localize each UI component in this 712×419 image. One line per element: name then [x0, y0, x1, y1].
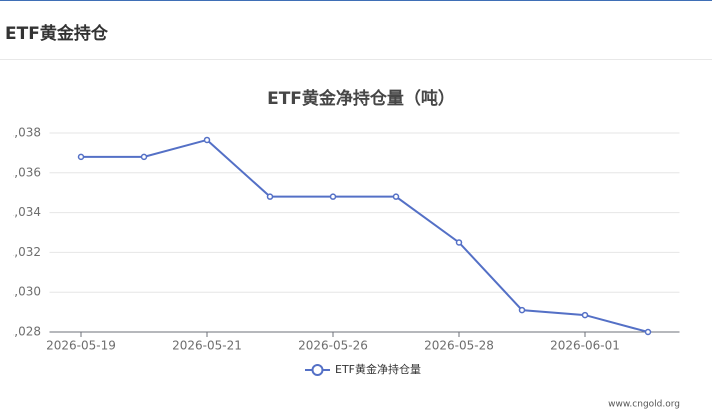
separator: [0, 59, 712, 60]
chart-title: ETF黄金净持仓量（吨）: [267, 88, 455, 109]
legend-marker: [311, 364, 324, 376]
plot-area: ETF黄金净持仓量（吨） 1,028 1,030 1,032 1,034 1,036 1,…: [7, 88, 680, 410]
y-tick-label: 1,030: [7, 285, 41, 299]
point: [203, 136, 211, 144]
point: [266, 193, 274, 200]
y-tick-label: 1,036: [7, 165, 41, 179]
x-tick-label: 2026-05-19: [46, 339, 116, 353]
point: [455, 239, 463, 246]
y-tick-label: 1,032: [7, 245, 41, 259]
page-title: ETF黄金持仓: [5, 24, 108, 44]
y-tick-label: 1,038: [7, 126, 41, 140]
x-tick-label: 2026-05-21: [172, 339, 242, 353]
source-label: www.cngold.org: [608, 400, 680, 410]
point: [392, 193, 400, 200]
x-tick-label: 2026-05-28: [424, 339, 494, 353]
point: [140, 153, 148, 161]
point: [329, 193, 337, 200]
point: [518, 306, 526, 314]
x-tick-label: 2026-06-01: [550, 339, 620, 353]
point: [581, 311, 589, 319]
legend-label: ETF黄金净持仓量: [335, 362, 421, 376]
x-tick-label: 2026-05-26: [298, 339, 368, 353]
y-tick-label: 1,034: [7, 205, 41, 219]
y-tick-label: 1,028: [7, 325, 41, 339]
top-border: [0, 0, 712, 1]
line: [81, 138, 649, 333]
point: [77, 153, 85, 161]
point: [644, 328, 652, 336]
